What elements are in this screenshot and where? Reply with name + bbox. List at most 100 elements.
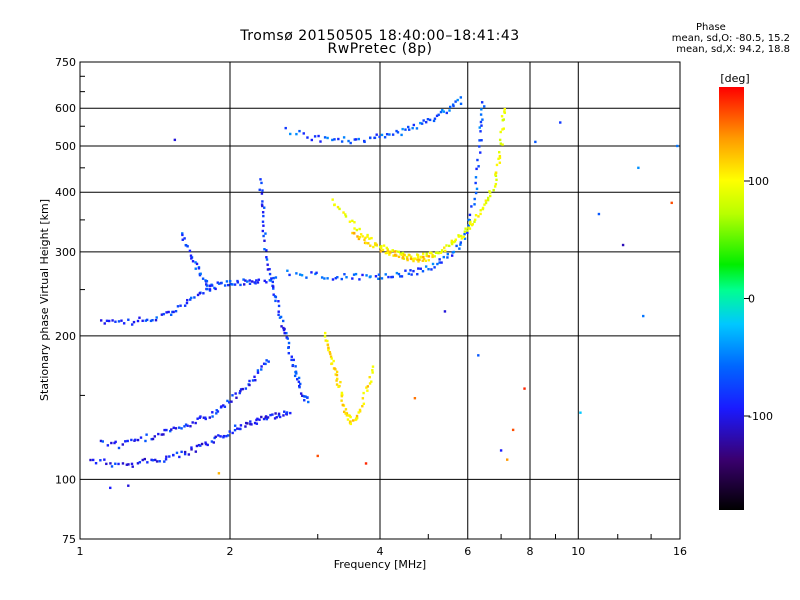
data-point (214, 435, 217, 438)
data-point (264, 232, 267, 235)
data-point (474, 176, 478, 179)
data-point (362, 391, 365, 395)
data-point (236, 279, 239, 283)
data-point (488, 194, 492, 198)
data-point (486, 198, 490, 202)
data-point (345, 412, 349, 415)
data-point (261, 229, 265, 233)
data-point (164, 458, 168, 461)
data-point (274, 412, 277, 415)
data-point (266, 263, 269, 266)
data-point (264, 416, 267, 419)
data-point (400, 133, 403, 137)
data-point (357, 237, 361, 241)
data-point (222, 404, 225, 407)
data-point (145, 318, 149, 322)
data-point (337, 137, 340, 141)
data-point (597, 212, 601, 216)
data-point (174, 427, 178, 430)
data-point (109, 486, 112, 490)
data-point (340, 277, 343, 281)
data-point (337, 385, 340, 389)
phase-stats-x: mean, sd,X: 94.2, 18.8 (676, 44, 790, 55)
data-point (380, 245, 383, 248)
data-point (272, 293, 275, 296)
x-tick-label: 6 (464, 545, 471, 558)
data-point (326, 277, 329, 280)
x-tick-label: 1 (77, 545, 84, 558)
data-point (150, 458, 153, 462)
data-point (479, 212, 482, 216)
data-point (204, 417, 207, 421)
data-point (353, 221, 356, 224)
data-point (186, 424, 189, 427)
data-point (358, 408, 362, 412)
data-point (407, 272, 411, 276)
data-point (503, 110, 506, 113)
data-point (332, 359, 335, 363)
data-point (363, 140, 366, 144)
data-point (411, 258, 414, 261)
colorbar-ticks: 100 0 -100 (744, 175, 773, 423)
data-point (374, 242, 377, 246)
data-point (579, 411, 582, 414)
data-point (198, 292, 202, 295)
data-point (236, 427, 239, 430)
data-point (170, 428, 173, 431)
data-point (253, 421, 257, 425)
data-point (189, 298, 192, 301)
data-point (484, 201, 488, 205)
data-point (105, 319, 109, 323)
data-point (361, 235, 364, 238)
data-point (336, 276, 339, 279)
data-point (283, 331, 286, 335)
data-point (457, 234, 460, 237)
data-point (107, 319, 111, 323)
data-point (428, 118, 432, 122)
data-point (427, 255, 431, 258)
data-point (421, 259, 424, 262)
data-point (199, 272, 202, 275)
data-point (331, 198, 334, 201)
data-point (296, 378, 299, 381)
data-point (179, 304, 182, 307)
data-point (174, 310, 178, 313)
data-point (452, 250, 456, 254)
data-point (244, 279, 247, 282)
data-point (316, 454, 319, 458)
data-point (150, 437, 153, 441)
data-point (194, 450, 198, 453)
data-point (479, 130, 482, 133)
data-point (145, 433, 148, 436)
data-point (169, 429, 172, 433)
data-point (196, 293, 200, 297)
data-point (260, 181, 263, 185)
data-point (436, 262, 439, 266)
data-point (262, 214, 265, 218)
data-point (109, 462, 112, 465)
x-tick-label: 8 (527, 545, 534, 558)
data-point (457, 235, 461, 238)
data-point (471, 223, 474, 226)
data-point (406, 258, 409, 262)
data-point (91, 458, 95, 462)
data-point (481, 207, 485, 211)
data-point (348, 220, 352, 223)
data-point (103, 322, 106, 325)
x-axis-label: Frequency [MHz] (334, 558, 426, 571)
data-point (464, 227, 467, 230)
data-point (441, 109, 444, 112)
data-point (136, 319, 140, 323)
data-point (265, 256, 268, 259)
data-point (368, 375, 371, 379)
data-point (264, 362, 267, 366)
data-point (216, 281, 219, 284)
data-point (467, 218, 470, 222)
data-point (94, 462, 98, 465)
x-tick-label: 2 (227, 545, 234, 558)
data-point (469, 220, 472, 224)
data-point (442, 255, 445, 259)
data-point (474, 213, 478, 217)
data-point (220, 405, 223, 408)
data-point (431, 254, 434, 257)
